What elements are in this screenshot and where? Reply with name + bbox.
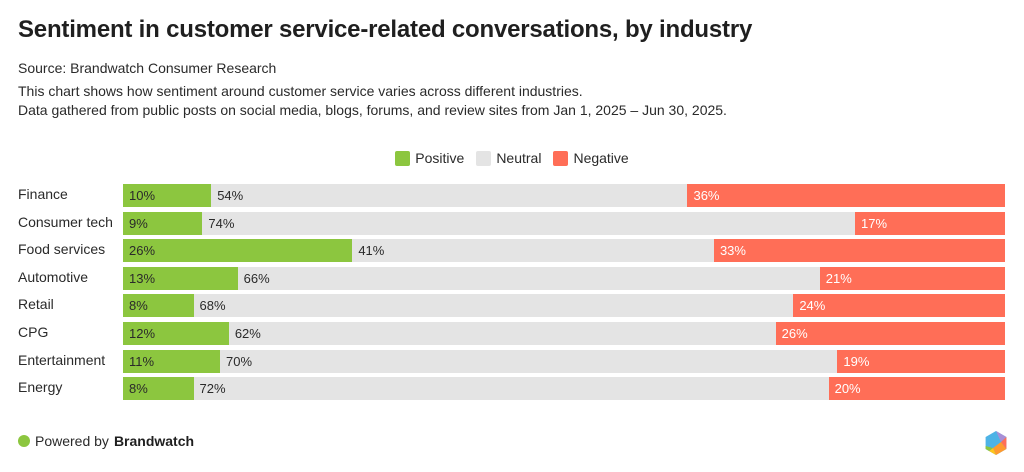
footer-brand: Brandwatch xyxy=(113,433,195,449)
bar-segment-negative[interactable] xyxy=(855,211,1005,235)
data-label-positive: 11% xyxy=(129,353,155,369)
data-label-positive: 8% xyxy=(129,298,148,314)
bar-segment-positive[interactable] xyxy=(123,239,353,263)
bar-segment-neutral[interactable] xyxy=(193,294,794,318)
bar-segment-negative[interactable] xyxy=(793,294,1005,318)
bar-segment-positive[interactable] xyxy=(123,184,212,207)
data-label-negative: 36% xyxy=(693,188,720,203)
category-label: Automotive xyxy=(18,268,89,285)
category-label: Entertainment xyxy=(18,351,106,368)
category-label: Consumer tech xyxy=(18,213,113,230)
bar-segment-positive[interactable] xyxy=(123,322,229,345)
chart-description-line-2: Data gathered from public posts on socia… xyxy=(18,102,727,118)
legend-item-positive[interactable]: Positive xyxy=(395,150,464,166)
bar-segment-negative[interactable] xyxy=(687,184,1005,207)
bar-segment-negative[interactable] xyxy=(713,239,1005,263)
chart-source: Source: Brandwatch Consumer Research xyxy=(18,60,277,76)
data-label-negative: 26% xyxy=(781,326,808,341)
chart-description-line-1: This chart shows how sentiment around cu… xyxy=(18,83,583,99)
legend-item-negative[interactable]: Negative xyxy=(553,150,629,166)
bar-segment-positive[interactable] xyxy=(123,294,194,318)
data-label-negative: 17% xyxy=(861,215,888,231)
bar-segment-positive[interactable] xyxy=(123,211,203,235)
bar-segment-neutral[interactable] xyxy=(220,349,838,373)
chart-title: Sentiment in customer service-related co… xyxy=(18,16,753,43)
bar-segment-neutral[interactable] xyxy=(237,266,820,290)
data-label-neutral: 41% xyxy=(358,243,385,259)
data-label-neutral: 68% xyxy=(199,298,226,314)
brandwatch-hexagon-logo-icon xyxy=(985,431,1007,455)
data-label-positive: 13% xyxy=(129,270,156,286)
bar-segment-neutral[interactable] xyxy=(352,239,714,263)
legend-label-negative: Negative xyxy=(573,150,629,166)
data-label-negative: 20% xyxy=(834,381,861,397)
bar-segment-positive[interactable] xyxy=(123,266,238,290)
legend-label-positive: Positive xyxy=(415,150,465,166)
bar-segment-neutral[interactable] xyxy=(211,184,688,207)
legend-label-neutral: Neutral xyxy=(496,150,542,166)
bar-segment-negative[interactable] xyxy=(837,349,1005,373)
bar-segment-negative[interactable] xyxy=(775,322,1005,345)
legend-swatch-positive xyxy=(395,150,411,166)
bar-segment-neutral[interactable] xyxy=(193,377,829,401)
data-label-negative: 33% xyxy=(719,243,746,259)
category-label: Energy xyxy=(18,379,63,396)
footer-prefix: Powered by xyxy=(35,433,109,449)
data-label-negative: 21% xyxy=(825,270,852,286)
data-label-neutral: 72% xyxy=(199,381,226,397)
data-label-positive: 8% xyxy=(129,381,148,397)
bar-segment-negative[interactable] xyxy=(828,377,1005,401)
bar-segment-positive[interactable] xyxy=(123,349,221,373)
data-label-positive: 26% xyxy=(129,243,156,259)
bar-segment-negative[interactable] xyxy=(819,266,1005,290)
legend-swatch-negative xyxy=(553,150,569,166)
category-label: CPG xyxy=(18,324,49,340)
legend-item-neutral[interactable]: Neutral xyxy=(476,150,541,166)
data-label-negative: 19% xyxy=(843,353,870,369)
chart-legend: Positive Neutral Negative xyxy=(0,150,1024,166)
brand-dot-icon xyxy=(18,435,30,447)
data-label-neutral: 70% xyxy=(226,353,253,369)
category-label: Finance xyxy=(18,186,68,202)
data-label-positive: 12% xyxy=(129,326,156,341)
footer-powered-by: Powered by Brandwatch xyxy=(18,433,194,449)
data-label-neutral: 66% xyxy=(243,270,270,286)
bar-segment-positive[interactable] xyxy=(123,377,194,401)
data-label-negative: 24% xyxy=(799,298,826,314)
category-label: Food services xyxy=(18,241,106,258)
category-label: Retail xyxy=(18,296,54,313)
data-label-neutral: 54% xyxy=(217,188,244,203)
bar-segment-neutral[interactable] xyxy=(228,322,776,345)
data-label-positive: 9% xyxy=(129,215,148,231)
bar-segment-neutral[interactable] xyxy=(202,211,856,235)
data-label-neutral: 62% xyxy=(234,326,261,341)
legend-swatch-neutral xyxy=(476,150,492,166)
data-label-positive: 10% xyxy=(129,188,156,203)
data-label-neutral: 74% xyxy=(208,215,235,231)
